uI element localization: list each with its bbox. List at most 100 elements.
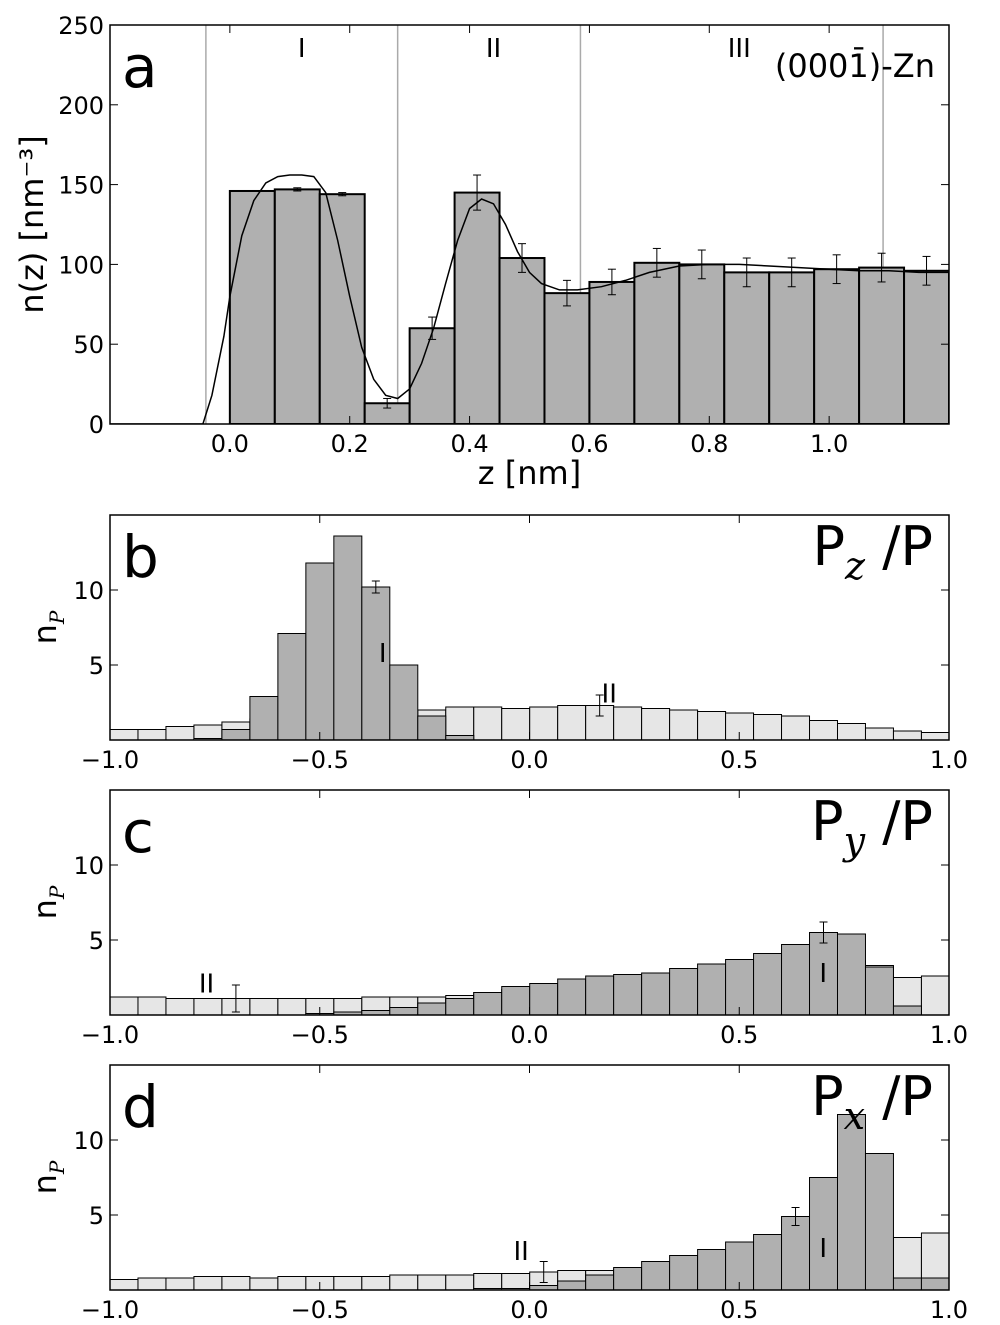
bar-series-I: [697, 963, 727, 1015]
error-bar: [293, 187, 302, 192]
bar-series-I: [920, 1277, 949, 1290]
error-bar: [787, 257, 796, 288]
x-tick-label: 0.8: [690, 430, 728, 458]
bar: [858, 266, 906, 424]
bar-series-II: [361, 1276, 391, 1290]
x-tick-label: 0.5: [720, 746, 758, 774]
x-tick-label: −1.0: [81, 1296, 139, 1324]
plot-area: [110, 1114, 949, 1290]
bar: [453, 191, 501, 424]
bar-series-I: [641, 972, 671, 1015]
x-tick-label: −0.5: [291, 1296, 349, 1324]
plot-area: [110, 535, 949, 740]
chart-title: Px /P: [811, 1065, 933, 1138]
bar-series-II: [753, 714, 783, 740]
x-tick-label: −0.5: [291, 746, 349, 774]
bar-series-I: [557, 978, 587, 1015]
error-bar: [473, 174, 482, 211]
bar-series-I: [781, 944, 811, 1015]
region-label: II: [513, 1237, 528, 1267]
x-tick-label: 0.0: [510, 1296, 548, 1324]
y-tick-label: 10: [73, 852, 104, 880]
y-axis-label: nP: [26, 610, 69, 644]
x-tick-label: 1.0: [810, 430, 848, 458]
bar-series-I: [445, 735, 475, 740]
y-tick-label: 150: [58, 172, 104, 200]
x-tick-label: 0.6: [570, 430, 608, 458]
x-tick-label: 1.0: [930, 1021, 968, 1049]
x-tick-label: 0.0: [510, 746, 548, 774]
bar-series-II: [557, 705, 587, 740]
bar: [228, 189, 276, 424]
region-label: II: [199, 970, 214, 1000]
bar-series-II: [110, 1279, 139, 1290]
bar-series-I: [641, 1261, 671, 1290]
bar-series-I: [836, 1114, 866, 1290]
error-bar: [877, 252, 886, 283]
bar: [903, 269, 949, 424]
bar-series-II: [333, 1276, 363, 1290]
bar-series-II: [193, 724, 223, 740]
bar-series-I: [669, 968, 699, 1015]
bar: [678, 263, 726, 424]
bar-series-I: [445, 998, 475, 1015]
bar-series-II: [920, 732, 949, 740]
bar-series-I: [585, 975, 615, 1015]
bar-series-I: [892, 1277, 922, 1290]
bar-series-II: [137, 729, 167, 740]
bar-series-I: [864, 1153, 894, 1290]
bar-series-II: [110, 729, 139, 740]
x-tick-label: −0.5: [291, 1021, 349, 1049]
bar-series-I: [557, 1280, 587, 1290]
bar-series-I: [417, 1002, 447, 1015]
error-bar: [742, 257, 751, 288]
bar-series-II: [781, 715, 811, 740]
bar: [273, 188, 321, 424]
bar-series-II: [864, 727, 894, 740]
error-bar-series-II: [539, 1261, 548, 1283]
bar-series-II: [137, 1277, 167, 1290]
y-tick-label: 5: [89, 1202, 104, 1230]
panel-label: b: [122, 523, 159, 591]
y-tick-label: 250: [58, 12, 104, 40]
bar-series-II: [221, 1276, 251, 1290]
bar-series-I: [361, 586, 391, 740]
bar-series-I: [221, 729, 251, 740]
bar-series-I: [473, 992, 503, 1015]
y-tick-label: 5: [89, 927, 104, 955]
bar-series-I: [305, 562, 335, 740]
x-tick-label: 0.2: [331, 430, 369, 458]
bar-series-I: [753, 953, 783, 1015]
chart-title: (0001̄)-Zn: [775, 46, 935, 85]
x-tick-label: 1.0: [930, 746, 968, 774]
region-label: I: [379, 639, 387, 669]
x-tick-label: −1.0: [81, 746, 139, 774]
error-bar-series-I: [819, 921, 828, 944]
chart-title: Py /P: [811, 790, 933, 863]
x-tick-label: −1.0: [81, 1021, 139, 1049]
error-bar-series-II: [595, 694, 604, 717]
bar-series-I: [501, 986, 531, 1015]
bar-series-II: [473, 706, 503, 740]
bar-series-II: [165, 726, 195, 740]
bar-series-II: [110, 996, 139, 1015]
error-bar: [922, 255, 931, 286]
bar-series-II: [165, 998, 195, 1015]
bar-series-II: [277, 1276, 307, 1290]
region-label: II: [602, 680, 617, 710]
bar-series-II: [417, 1274, 447, 1290]
y-axis-label: nP: [26, 1160, 69, 1194]
bar-series-I: [753, 1234, 783, 1290]
y-axis-label: nP: [26, 885, 69, 919]
bar-series-I: [864, 966, 894, 1015]
bar-series-II: [697, 711, 727, 740]
axes-frame: [109, 24, 950, 425]
region-label: II: [486, 34, 501, 64]
bar-series-II: [501, 1273, 531, 1290]
bar-series-I: [669, 1255, 699, 1290]
bar-series-I: [333, 535, 363, 740]
bar-series-II: [193, 998, 223, 1015]
region-label: I: [298, 34, 306, 64]
